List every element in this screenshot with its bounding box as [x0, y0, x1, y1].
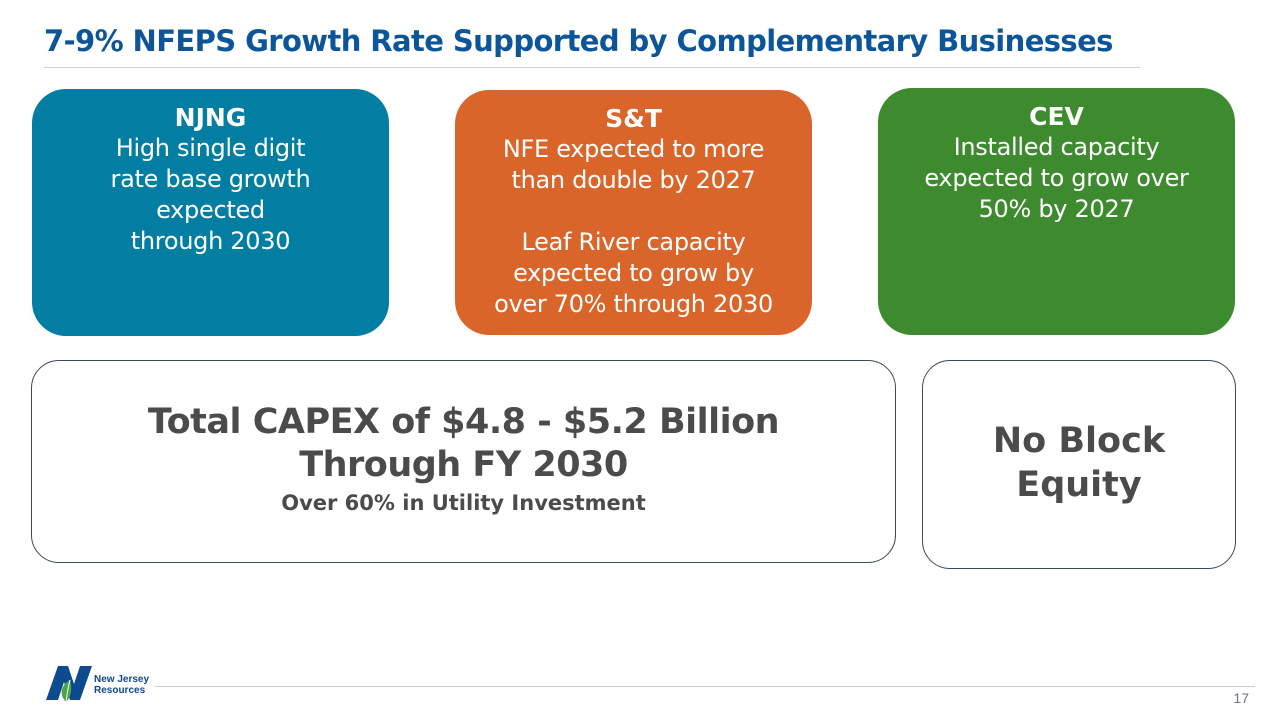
equity-line: Equity: [1016, 465, 1142, 505]
st-spacer: [455, 196, 812, 227]
equity-box: No Block Equity: [922, 360, 1236, 569]
st-line: over 70% through 2030: [494, 290, 773, 318]
equity-text: No Block Equity: [923, 419, 1235, 507]
logo-text-line: Resources: [94, 685, 146, 696]
capex-box: Total CAPEX of $4.8 - $5.2 Billion Throu…: [31, 360, 896, 563]
st-line: expected to grow by: [513, 259, 754, 287]
njng-line: expected: [156, 196, 265, 224]
st-line: Leaf River capacity: [521, 228, 746, 256]
footer-divider: [155, 686, 1255, 687]
company-logo: New Jersey Resources: [44, 664, 164, 704]
nj-resources-logo-icon: [46, 666, 92, 703]
st-line: NFE expected to more: [502, 135, 765, 163]
logo-text-line: New Jersey: [94, 674, 150, 685]
st-heading: S&T: [605, 104, 662, 133]
capex-line: Through FY 2030: [299, 445, 628, 485]
capex-subtext: Over 60% in Utility Investment: [281, 491, 646, 515]
cev-heading: CEV: [1029, 102, 1084, 131]
capex-line: Total CAPEX of $4.8 - $5.2 Billion: [147, 402, 780, 442]
capex-headline: Total CAPEX of $4.8 - $5.2 Billion Throu…: [32, 401, 895, 487]
cev-line: Installed capacity: [953, 133, 1160, 161]
cev-line: expected to grow over: [924, 164, 1189, 192]
equity-line: No Block: [992, 421, 1166, 461]
njng-line: rate base growth: [110, 165, 311, 193]
slide-title: 7-9% NFEPS Growth Rate Supported by Comp…: [44, 24, 1113, 58]
page-number: 17: [1233, 690, 1249, 706]
njng-body: High single digit rate base growth expec…: [32, 133, 389, 257]
cev-body: Installed capacity expected to grow over…: [878, 132, 1235, 225]
njng-heading: NJNG: [174, 103, 247, 132]
title-divider: [44, 67, 1140, 68]
st-body: NFE expected to more than double by 2027…: [455, 134, 812, 320]
st-card: S&T NFE expected to more than double by …: [455, 90, 812, 335]
logo-wordmark: New Jersey Resources: [94, 674, 149, 696]
cev-line: 50% by 2027: [978, 195, 1135, 223]
cev-card: CEV Installed capacity expected to grow …: [878, 88, 1235, 335]
njng-line: High single digit: [115, 134, 306, 162]
njng-line: through 2030: [130, 227, 291, 255]
njng-card: NJNG High single digit rate base growth …: [32, 89, 389, 336]
st-line: than double by 2027: [511, 166, 756, 194]
